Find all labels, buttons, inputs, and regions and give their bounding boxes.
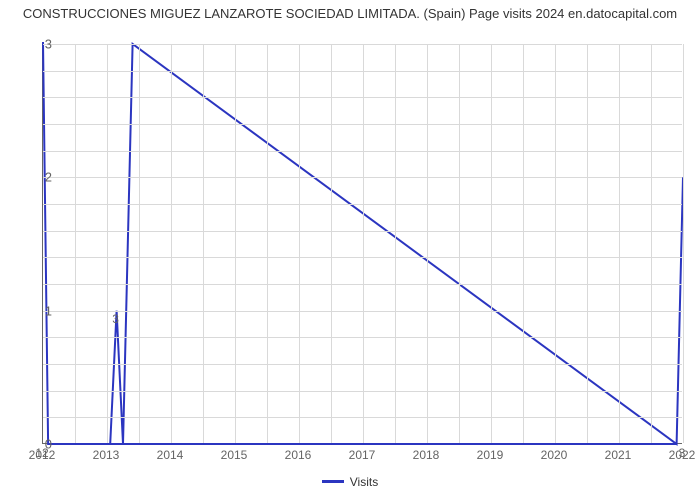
x-tick-label: 2016 [285, 448, 312, 462]
gridline-v [171, 44, 172, 443]
x-tick-label: 2021 [605, 448, 632, 462]
data-label: 3 [112, 312, 119, 326]
chart-container: CONSTRUCCIONES MIGUEZ LANZAROTE SOCIEDAD… [0, 0, 700, 500]
gridline-v-minor [75, 44, 76, 443]
x-tick-label: 2018 [413, 448, 440, 462]
legend-label: Visits [350, 475, 378, 489]
gridline-v [491, 44, 492, 443]
x-tick-label: 2017 [349, 448, 376, 462]
gridline-v [235, 44, 236, 443]
gridline-v [299, 44, 300, 443]
y-tick-label: 1 [12, 303, 52, 318]
plot-region [42, 44, 682, 444]
x-tick-label: 2019 [477, 448, 504, 462]
gridline-v-minor [395, 44, 396, 443]
gridline-v [427, 44, 428, 443]
gridline-v-minor [523, 44, 524, 443]
data-label: 12 [35, 446, 48, 460]
data-label: 3 [679, 446, 686, 460]
y-tick-label: 2 [12, 170, 52, 185]
gridline-v-minor [331, 44, 332, 443]
x-tick-label: 2014 [157, 448, 184, 462]
gridline-v-minor [587, 44, 588, 443]
x-tick-label: 2013 [93, 448, 120, 462]
gridline-v [363, 44, 364, 443]
x-tick-label: 2020 [541, 448, 568, 462]
gridline-v [683, 44, 684, 443]
chart-title: CONSTRUCCIONES MIGUEZ LANZAROTE SOCIEDAD… [0, 0, 700, 23]
gridline-v [555, 44, 556, 443]
gridline-v-minor [651, 44, 652, 443]
gridline-v [107, 44, 108, 443]
chart-area [42, 44, 682, 444]
legend: Visits [0, 474, 700, 489]
gridline-v-minor [203, 44, 204, 443]
gridline-v [619, 44, 620, 443]
legend-swatch [322, 480, 344, 483]
y-tick-label: 3 [12, 37, 52, 52]
gridline-v-minor [459, 44, 460, 443]
x-tick-label: 2015 [221, 448, 248, 462]
gridline-v-minor [139, 44, 140, 443]
gridline-v-minor [267, 44, 268, 443]
